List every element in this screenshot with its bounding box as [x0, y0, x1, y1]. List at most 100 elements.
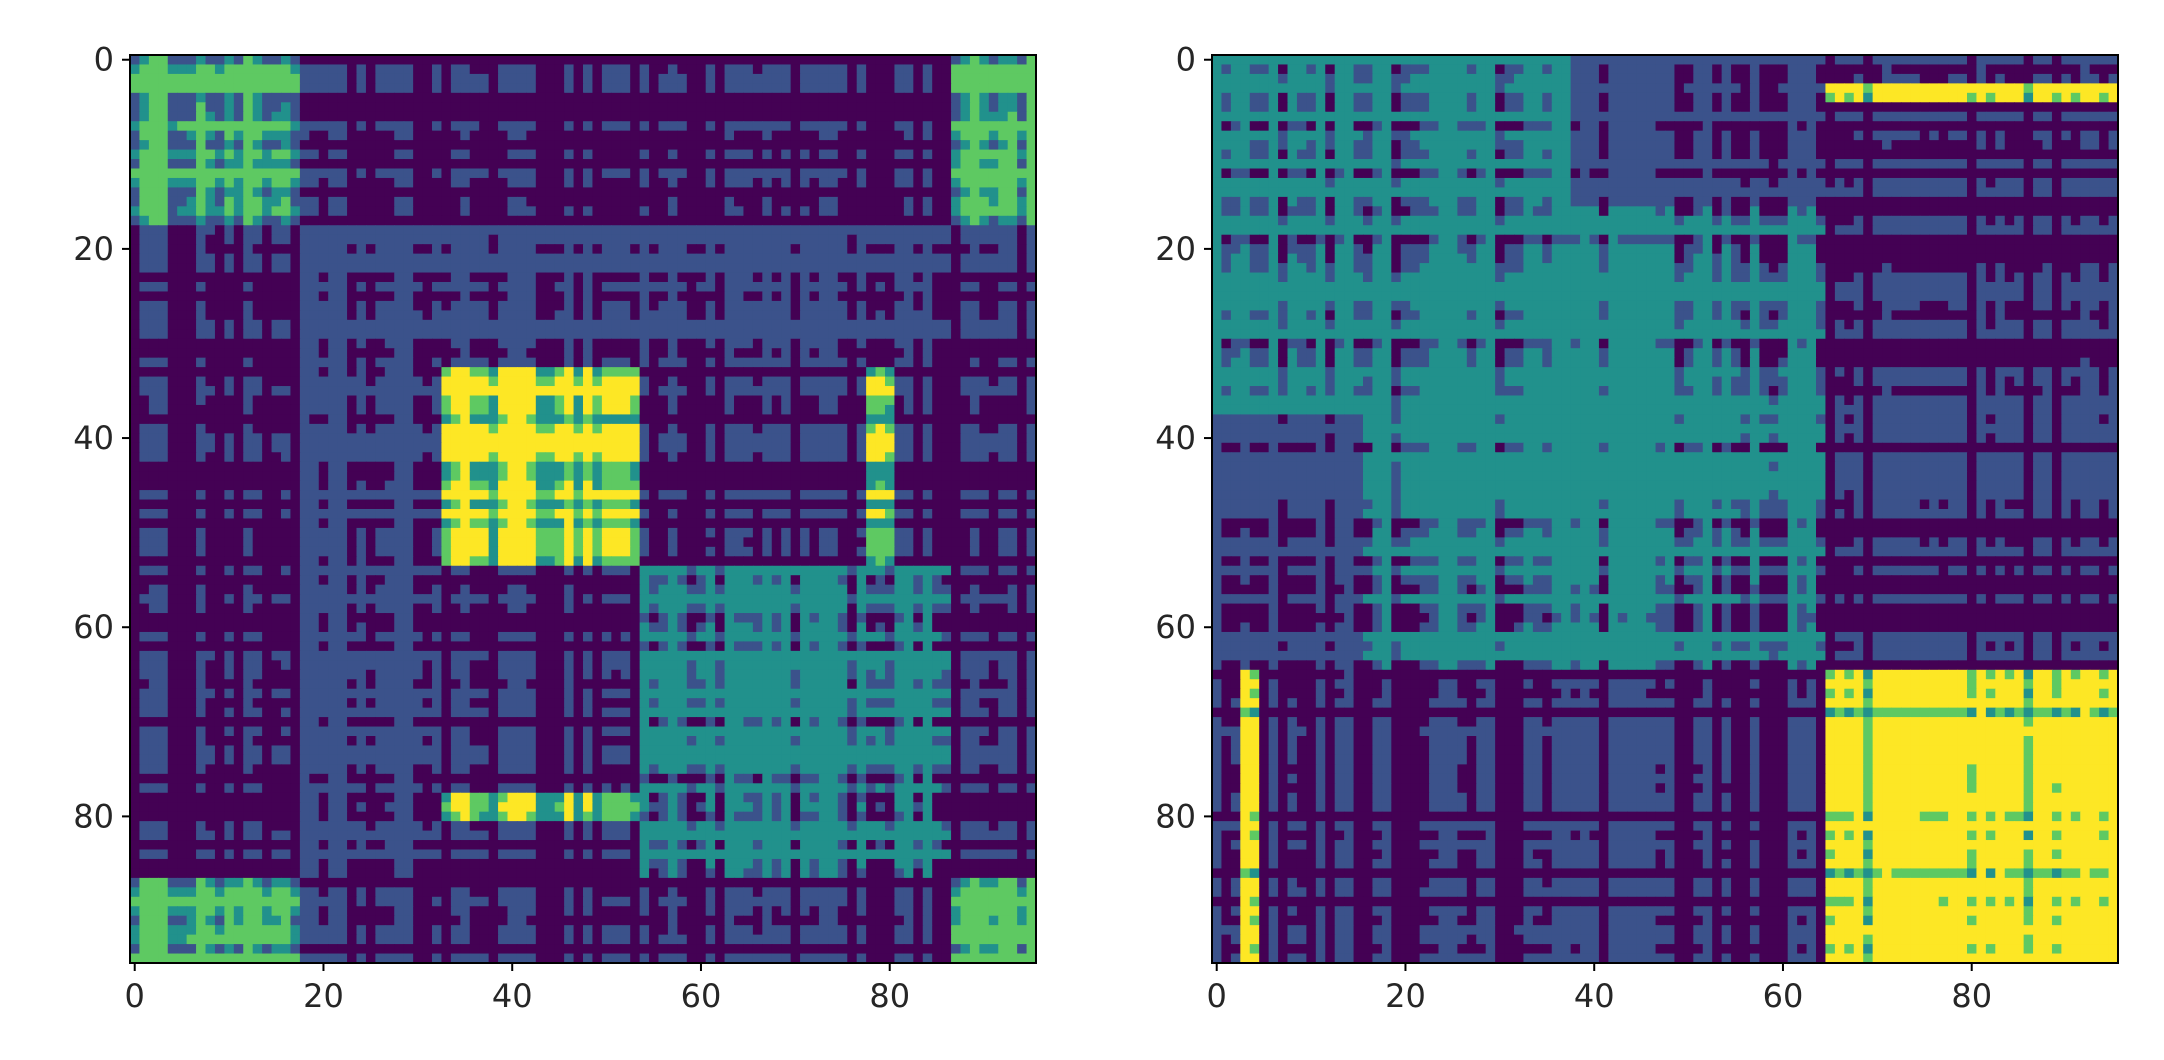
heatmap-cell — [988, 83, 999, 94]
heatmap-cell — [262, 480, 273, 491]
heatmap-cell — [130, 348, 141, 359]
heatmap-cell — [875, 338, 886, 349]
heatmap-cell — [243, 272, 254, 283]
heatmap-cell — [649, 196, 660, 207]
heatmap-cell — [516, 73, 527, 84]
heatmap-cell — [913, 404, 924, 416]
heatmap-cell — [356, 215, 367, 226]
heatmap-cell — [894, 130, 905, 141]
heatmap-cell — [724, 159, 735, 170]
heatmap-cell — [196, 357, 207, 368]
heatmap-cell — [885, 83, 896, 94]
heatmap-cell — [913, 187, 924, 198]
heatmap-cell — [828, 509, 839, 520]
heatmap-cell — [875, 291, 886, 302]
heatmap-cell — [299, 253, 310, 264]
heatmap-cell — [1017, 130, 1028, 141]
heatmap-cell — [318, 215, 329, 226]
heatmap-cell — [281, 414, 292, 425]
heatmap-cell — [177, 433, 188, 444]
heatmap-cell — [960, 480, 971, 491]
heatmap-cell — [469, 367, 480, 378]
heatmap-cell — [243, 111, 254, 122]
heatmap-cell — [630, 159, 641, 170]
heatmap-cell — [913, 433, 924, 444]
heatmap-cell — [1017, 452, 1028, 463]
heatmap-cell — [328, 234, 339, 245]
heatmap-cell — [583, 442, 594, 453]
heatmap-cell — [696, 357, 707, 368]
heatmap-cell — [705, 367, 716, 378]
heatmap-cell — [347, 272, 358, 283]
heatmap-cell — [705, 215, 716, 226]
heatmap-cell — [1026, 329, 1037, 340]
heatmap-cell — [186, 367, 197, 378]
heatmap-cell — [432, 83, 443, 94]
heatmap-cell — [771, 102, 782, 113]
heatmap-cell — [413, 83, 424, 94]
heatmap-cell — [167, 253, 178, 264]
heatmap-cell — [743, 319, 754, 330]
heatmap-cell — [903, 480, 914, 491]
heatmap-cell — [507, 102, 518, 113]
heatmap-cell — [384, 329, 395, 340]
heatmap-cell — [167, 272, 178, 283]
heatmap-cell — [441, 357, 452, 368]
heatmap-cell — [214, 527, 225, 538]
heatmap-cell — [516, 187, 527, 198]
heatmap-cell — [290, 253, 301, 264]
heatmap-cell — [196, 196, 207, 207]
heatmap-cell — [658, 395, 669, 406]
heatmap-cell — [432, 102, 443, 113]
heatmap-cell — [573, 244, 584, 255]
heatmap-cell — [734, 177, 745, 189]
heatmap-cell — [186, 130, 197, 141]
heatmap-cell — [441, 149, 452, 160]
heatmap-cell — [620, 404, 631, 416]
heatmap-cell — [743, 168, 754, 179]
heatmap-cell — [318, 272, 329, 283]
heatmap-cell — [988, 471, 999, 482]
heatmap-cell — [686, 461, 697, 472]
heatmap-cell — [177, 499, 188, 510]
heatmap-cell — [413, 480, 424, 491]
heatmap-cell — [498, 177, 509, 189]
heatmap-cell — [800, 263, 811, 274]
heatmap-cell — [639, 140, 650, 151]
heatmap-cell — [1007, 168, 1018, 179]
heatmap-cell — [1017, 64, 1028, 75]
heatmap-cell — [479, 480, 490, 491]
heatmap-cell — [601, 329, 612, 340]
heatmap-cell — [281, 64, 292, 75]
heatmap-cell — [469, 480, 480, 491]
heatmap-cell — [903, 499, 914, 510]
heatmap-cell — [960, 433, 971, 444]
heatmap-cell — [299, 206, 310, 217]
heatmap-cell — [205, 55, 216, 66]
heatmap-cell — [922, 159, 933, 170]
heatmap-cell — [158, 537, 169, 548]
heatmap-cell — [1026, 149, 1037, 160]
heatmap-cell — [422, 291, 433, 302]
heatmap-cell — [866, 319, 877, 330]
heatmap-cell — [828, 215, 839, 226]
heatmap-cell — [828, 168, 839, 179]
heatmap-cell — [913, 376, 924, 387]
heatmap-cell — [262, 234, 273, 245]
heatmap-cell — [365, 414, 376, 425]
heatmap-cell — [649, 338, 660, 349]
heatmap-cell — [828, 64, 839, 75]
heatmap-cell — [1026, 452, 1037, 463]
heatmap-cell — [479, 376, 490, 387]
heatmap-cell — [252, 92, 263, 103]
heatmap-cell — [781, 253, 792, 264]
heatmap-cell — [818, 102, 829, 113]
heatmap-cell — [196, 121, 207, 132]
heatmap-cell — [498, 187, 509, 198]
heatmap-cell — [281, 376, 292, 387]
heatmap-cell — [611, 177, 622, 189]
heatmap-cell — [894, 206, 905, 217]
heatmap-cell — [960, 282, 971, 293]
heatmap-cell — [271, 395, 282, 406]
heatmap-cell — [809, 64, 820, 75]
